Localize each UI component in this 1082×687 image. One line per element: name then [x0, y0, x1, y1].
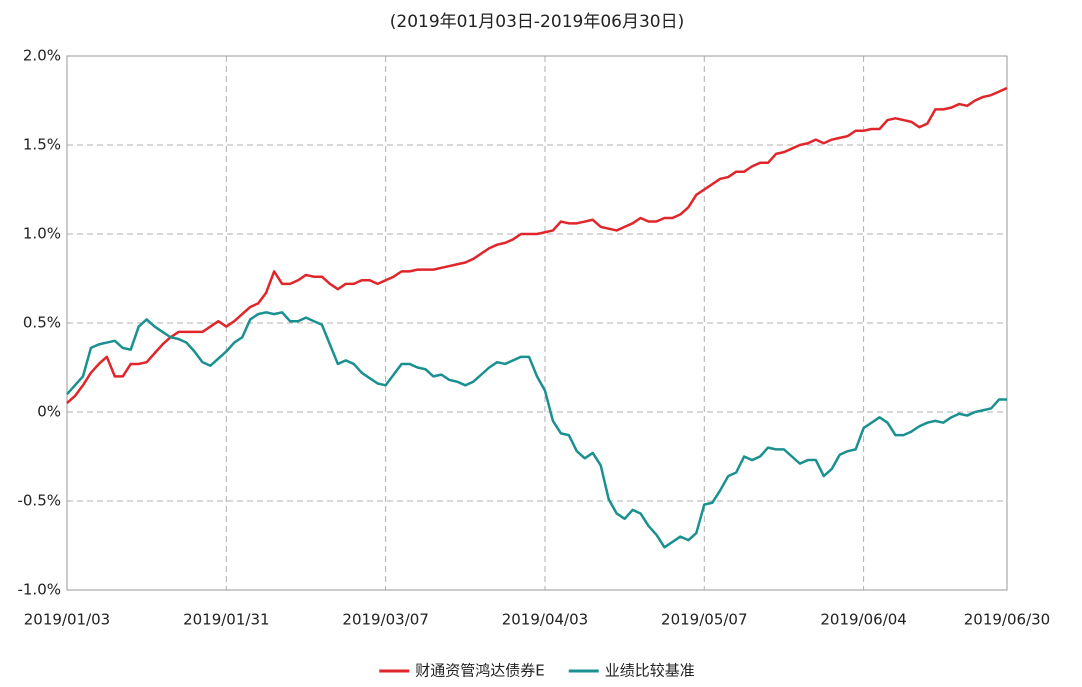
y-tick-label: 0.5%: [23, 314, 61, 332]
y-tick-label: -1.0%: [17, 581, 61, 599]
x-tick-label: 2019/06/04: [820, 611, 906, 629]
plot-frame: [66, 55, 1008, 591]
y-tick-label: -0.5%: [17, 492, 61, 510]
x-tick-label: 2019/04/03: [502, 611, 588, 629]
y-tick-label: 0%: [37, 403, 61, 421]
x-tick-label: 2019/01/03: [24, 611, 110, 629]
chart-title: (2019年01月03日-2019年06月30日): [390, 12, 684, 32]
x-tick-label: 2019/05/07: [661, 611, 747, 629]
x-tick-label: 2019/06/30: [964, 611, 1050, 629]
y-tick-label: 2.0%: [23, 47, 61, 65]
y-tick-label: 1.0%: [23, 225, 61, 243]
legend-label: 业绩比较基准: [605, 662, 695, 680]
series-line: [66, 86, 1008, 405]
lines: [66, 86, 1008, 549]
legend: 财通资管鸿达债券E 业绩比较基准: [379, 662, 695, 680]
x-tick-label: 2019/01/31: [183, 611, 269, 629]
legend-label: 财通资管鸿达债券E: [415, 662, 544, 680]
grid: [67, 55, 1007, 591]
y-tick-label: 1.5%: [23, 136, 61, 154]
x-tick-label: 2019/03/07: [342, 611, 428, 629]
series-line: [66, 311, 1007, 549]
labels: -1.0% -0.5% 0% 0.5% 1.0% 1.5% 2.0% 2019/01/03 20…: [17, 47, 1050, 629]
